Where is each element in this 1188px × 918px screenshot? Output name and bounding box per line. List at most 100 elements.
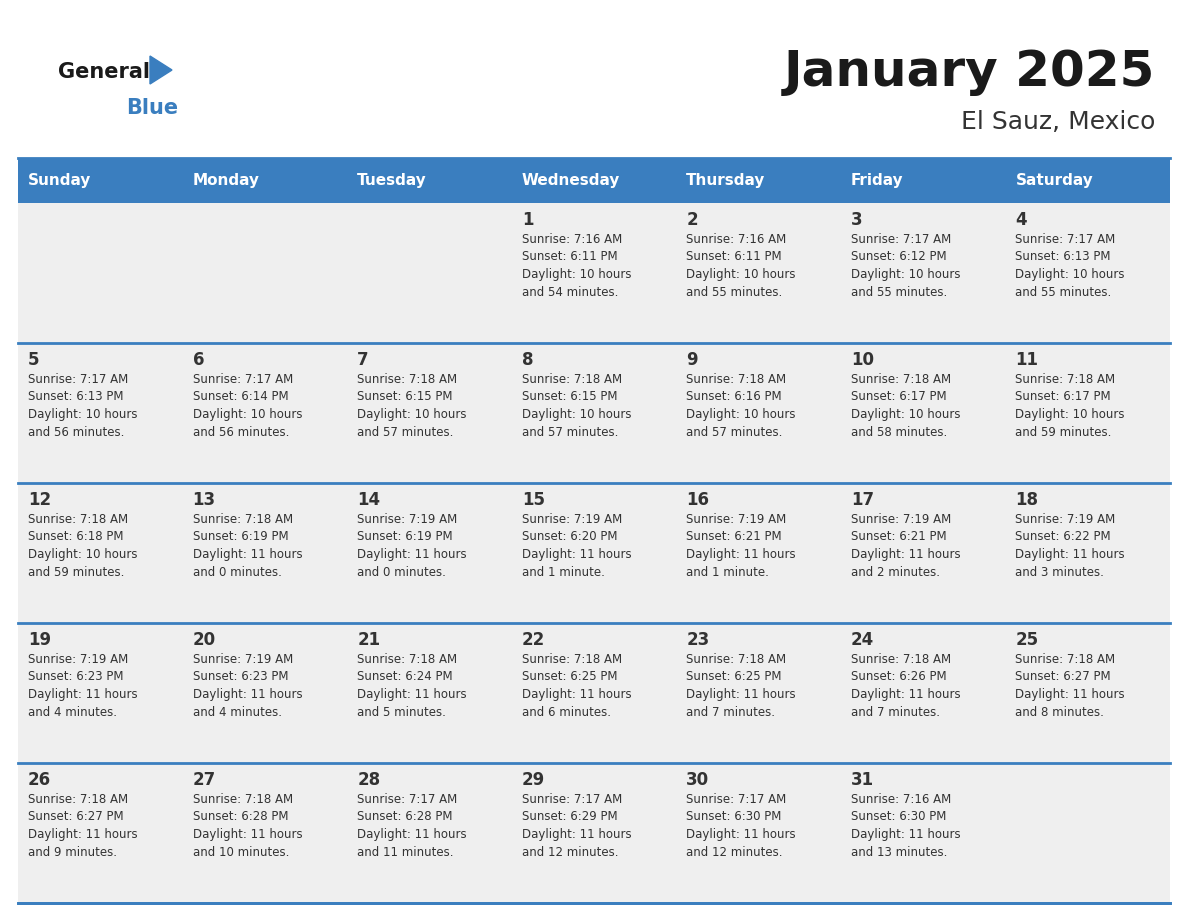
Text: Sunset: 6:25 PM: Sunset: 6:25 PM — [522, 670, 618, 684]
Text: Daylight: 10 hours: Daylight: 10 hours — [29, 408, 138, 421]
Text: Daylight: 11 hours: Daylight: 11 hours — [192, 548, 302, 561]
Text: 10: 10 — [851, 351, 874, 369]
Text: Daylight: 11 hours: Daylight: 11 hours — [851, 688, 960, 701]
Text: and 1 minute.: and 1 minute. — [687, 565, 769, 578]
Text: 13: 13 — [192, 491, 216, 509]
Text: Daylight: 11 hours: Daylight: 11 hours — [192, 828, 302, 841]
Text: General: General — [58, 62, 150, 82]
Text: 11: 11 — [1016, 351, 1038, 369]
Text: Daylight: 11 hours: Daylight: 11 hours — [851, 828, 960, 841]
Bar — [347, 158, 512, 203]
Text: Sunrise: 7:17 AM: Sunrise: 7:17 AM — [358, 793, 457, 806]
Text: Sunset: 6:19 PM: Sunset: 6:19 PM — [358, 531, 453, 543]
Text: Friday: Friday — [851, 173, 904, 188]
Text: Sunset: 6:23 PM: Sunset: 6:23 PM — [29, 670, 124, 684]
Text: Daylight: 11 hours: Daylight: 11 hours — [687, 828, 796, 841]
Text: Sunset: 6:28 PM: Sunset: 6:28 PM — [192, 811, 287, 823]
Text: Sunrise: 7:18 AM: Sunrise: 7:18 AM — [1016, 373, 1116, 386]
Text: and 9 minutes.: and 9 minutes. — [29, 845, 116, 858]
Text: Sunrise: 7:18 AM: Sunrise: 7:18 AM — [687, 653, 786, 666]
Text: Sunset: 6:16 PM: Sunset: 6:16 PM — [687, 390, 782, 404]
Text: and 57 minutes.: and 57 minutes. — [522, 426, 618, 439]
Text: Sunrise: 7:19 AM: Sunrise: 7:19 AM — [192, 653, 292, 666]
Text: Sunrise: 7:18 AM: Sunrise: 7:18 AM — [851, 373, 950, 386]
Text: 6: 6 — [192, 351, 204, 369]
Text: Sunset: 6:15 PM: Sunset: 6:15 PM — [522, 390, 618, 404]
Text: 29: 29 — [522, 771, 545, 789]
Text: Sunrise: 7:19 AM: Sunrise: 7:19 AM — [1016, 513, 1116, 526]
Bar — [18, 203, 1170, 343]
Bar — [512, 158, 676, 203]
Text: and 55 minutes.: and 55 minutes. — [687, 285, 783, 298]
Text: Daylight: 11 hours: Daylight: 11 hours — [358, 548, 467, 561]
Text: Daylight: 11 hours: Daylight: 11 hours — [1016, 688, 1125, 701]
Text: 14: 14 — [358, 491, 380, 509]
Text: Sunset: 6:15 PM: Sunset: 6:15 PM — [358, 390, 453, 404]
Text: 1: 1 — [522, 211, 533, 229]
Text: and 7 minutes.: and 7 minutes. — [687, 706, 776, 719]
Text: Sunrise: 7:17 AM: Sunrise: 7:17 AM — [1016, 233, 1116, 246]
Text: Sunrise: 7:17 AM: Sunrise: 7:17 AM — [192, 373, 292, 386]
Text: Sunrise: 7:16 AM: Sunrise: 7:16 AM — [687, 233, 786, 246]
Text: Sunrise: 7:19 AM: Sunrise: 7:19 AM — [29, 653, 128, 666]
Bar — [18, 343, 1170, 483]
Text: 20: 20 — [192, 631, 216, 649]
Text: and 6 minutes.: and 6 minutes. — [522, 706, 611, 719]
Text: 31: 31 — [851, 771, 874, 789]
Text: Daylight: 11 hours: Daylight: 11 hours — [687, 688, 796, 701]
Text: Daylight: 10 hours: Daylight: 10 hours — [851, 268, 960, 281]
Text: Sunset: 6:17 PM: Sunset: 6:17 PM — [851, 390, 947, 404]
Text: Sunset: 6:21 PM: Sunset: 6:21 PM — [687, 531, 782, 543]
Text: Sunset: 6:13 PM: Sunset: 6:13 PM — [1016, 251, 1111, 263]
Text: and 56 minutes.: and 56 minutes. — [192, 426, 289, 439]
Text: and 54 minutes.: and 54 minutes. — [522, 285, 618, 298]
Text: Sunset: 6:27 PM: Sunset: 6:27 PM — [1016, 670, 1111, 684]
Text: 18: 18 — [1016, 491, 1038, 509]
Text: Saturday: Saturday — [1016, 173, 1093, 188]
Text: Sunset: 6:11 PM: Sunset: 6:11 PM — [522, 251, 618, 263]
Text: Sunrise: 7:19 AM: Sunrise: 7:19 AM — [851, 513, 952, 526]
Text: 26: 26 — [29, 771, 51, 789]
Bar — [18, 623, 1170, 763]
Text: Sunset: 6:28 PM: Sunset: 6:28 PM — [358, 811, 453, 823]
Text: Sunrise: 7:18 AM: Sunrise: 7:18 AM — [687, 373, 786, 386]
Text: Daylight: 11 hours: Daylight: 11 hours — [851, 548, 960, 561]
Text: Daylight: 10 hours: Daylight: 10 hours — [522, 408, 631, 421]
Text: Daylight: 11 hours: Daylight: 11 hours — [29, 688, 138, 701]
Text: 4: 4 — [1016, 211, 1028, 229]
Text: and 57 minutes.: and 57 minutes. — [687, 426, 783, 439]
Text: Sunrise: 7:19 AM: Sunrise: 7:19 AM — [687, 513, 786, 526]
Text: Sunset: 6:27 PM: Sunset: 6:27 PM — [29, 811, 124, 823]
Text: 25: 25 — [1016, 631, 1038, 649]
Text: Thursday: Thursday — [687, 173, 765, 188]
Text: 5: 5 — [29, 351, 39, 369]
Text: Daylight: 11 hours: Daylight: 11 hours — [192, 688, 302, 701]
Text: 15: 15 — [522, 491, 545, 509]
Text: Sunrise: 7:16 AM: Sunrise: 7:16 AM — [851, 793, 952, 806]
Text: Sunset: 6:25 PM: Sunset: 6:25 PM — [687, 670, 782, 684]
Text: 27: 27 — [192, 771, 216, 789]
Text: and 59 minutes.: and 59 minutes. — [1016, 426, 1112, 439]
Text: and 13 minutes.: and 13 minutes. — [851, 845, 947, 858]
Text: Daylight: 10 hours: Daylight: 10 hours — [1016, 408, 1125, 421]
Text: Sunrise: 7:19 AM: Sunrise: 7:19 AM — [522, 513, 623, 526]
Text: Sunrise: 7:18 AM: Sunrise: 7:18 AM — [358, 373, 457, 386]
Text: Daylight: 10 hours: Daylight: 10 hours — [687, 408, 796, 421]
Bar — [1005, 158, 1170, 203]
Text: 23: 23 — [687, 631, 709, 649]
Text: El Sauz, Mexico: El Sauz, Mexico — [961, 110, 1155, 134]
Text: and 59 minutes.: and 59 minutes. — [29, 565, 125, 578]
Polygon shape — [150, 56, 172, 84]
Text: Sunrise: 7:18 AM: Sunrise: 7:18 AM — [1016, 653, 1116, 666]
Text: and 5 minutes.: and 5 minutes. — [358, 706, 446, 719]
Text: Sunset: 6:24 PM: Sunset: 6:24 PM — [358, 670, 453, 684]
Text: Sunrise: 7:16 AM: Sunrise: 7:16 AM — [522, 233, 623, 246]
Text: and 56 minutes.: and 56 minutes. — [29, 426, 125, 439]
Text: 24: 24 — [851, 631, 874, 649]
Text: Daylight: 11 hours: Daylight: 11 hours — [29, 828, 138, 841]
Text: Daylight: 10 hours: Daylight: 10 hours — [1016, 268, 1125, 281]
Text: Sunrise: 7:17 AM: Sunrise: 7:17 AM — [522, 793, 623, 806]
Text: 21: 21 — [358, 631, 380, 649]
Text: Sunset: 6:19 PM: Sunset: 6:19 PM — [192, 531, 289, 543]
Text: and 3 minutes.: and 3 minutes. — [1016, 565, 1105, 578]
